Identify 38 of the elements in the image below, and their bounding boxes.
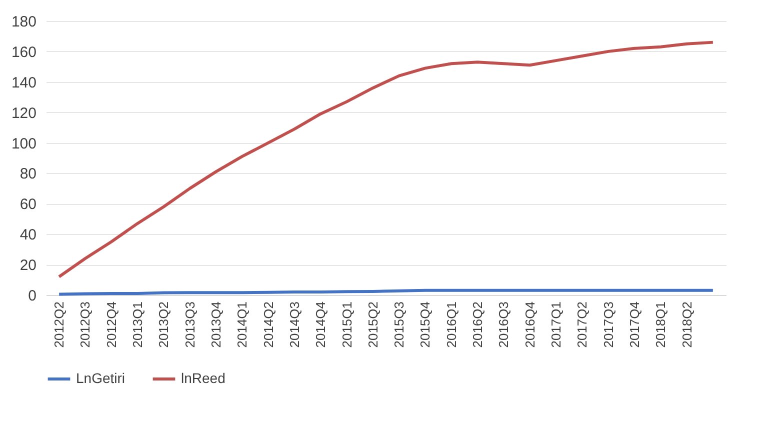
- y-tick-label: 180: [11, 14, 36, 30]
- x-tick-label: 2014Q4: [313, 302, 328, 348]
- y-tick-label: 40: [20, 226, 36, 244]
- line-series: [58, 40, 714, 278]
- x-tick-label: 2015Q3: [392, 302, 407, 348]
- x-tick-label: 2017Q3: [600, 302, 616, 348]
- x-tick-label: 2016Q3: [496, 302, 512, 348]
- y-tick-label: 120: [11, 104, 36, 122]
- x-tick-label: 2017Q1: [548, 302, 564, 348]
- x-tick-label: 2012Q2: [52, 302, 67, 348]
- x-tick-label: 2016Q4: [522, 302, 538, 348]
- y-tick-label: 160: [11, 44, 36, 61]
- x-tick-label: 2016Q1: [444, 302, 459, 348]
- x-tick-label: 2012Q3: [78, 302, 93, 348]
- y-tick-label: 0: [28, 288, 36, 304]
- x-tick-label: 2015Q4: [418, 302, 433, 348]
- x-tick-label: 2014Q2: [260, 302, 276, 348]
- legend-label: LnGetiri: [76, 370, 126, 386]
- y-tick-label: 60: [20, 196, 36, 214]
- x-tick-label: 2018Q2: [679, 302, 694, 348]
- y-tick-label: 80: [20, 166, 36, 183]
- x-tick-label: 2013Q1: [130, 302, 146, 348]
- legend-label: lnReed: [181, 370, 226, 386]
- x-tick-label: 2015Q2: [365, 302, 380, 348]
- x-tick-label: 2013Q4: [208, 302, 224, 348]
- x-tick-label: 2017Q4: [626, 302, 642, 348]
- x-tick-label: 2013Q2: [156, 302, 172, 348]
- y-tick-label: 100: [11, 135, 36, 152]
- x-tick-label: 2018Q1: [653, 302, 668, 348]
- x-tick-label: 2015Q1: [339, 302, 354, 348]
- x-tick-label: 2012Q4: [104, 302, 119, 348]
- x-tick-label: 2013Q3: [182, 302, 198, 348]
- x-tick-label: 2014Q1: [234, 302, 250, 348]
- y-tick-label: 20: [20, 257, 36, 274]
- y-tick-label: 140: [11, 74, 36, 92]
- x-tick-label: 2014Q3: [286, 302, 302, 348]
- x-tick-label: 2017Q2: [574, 302, 590, 348]
- x-tick-label: 2016Q2: [470, 302, 486, 348]
